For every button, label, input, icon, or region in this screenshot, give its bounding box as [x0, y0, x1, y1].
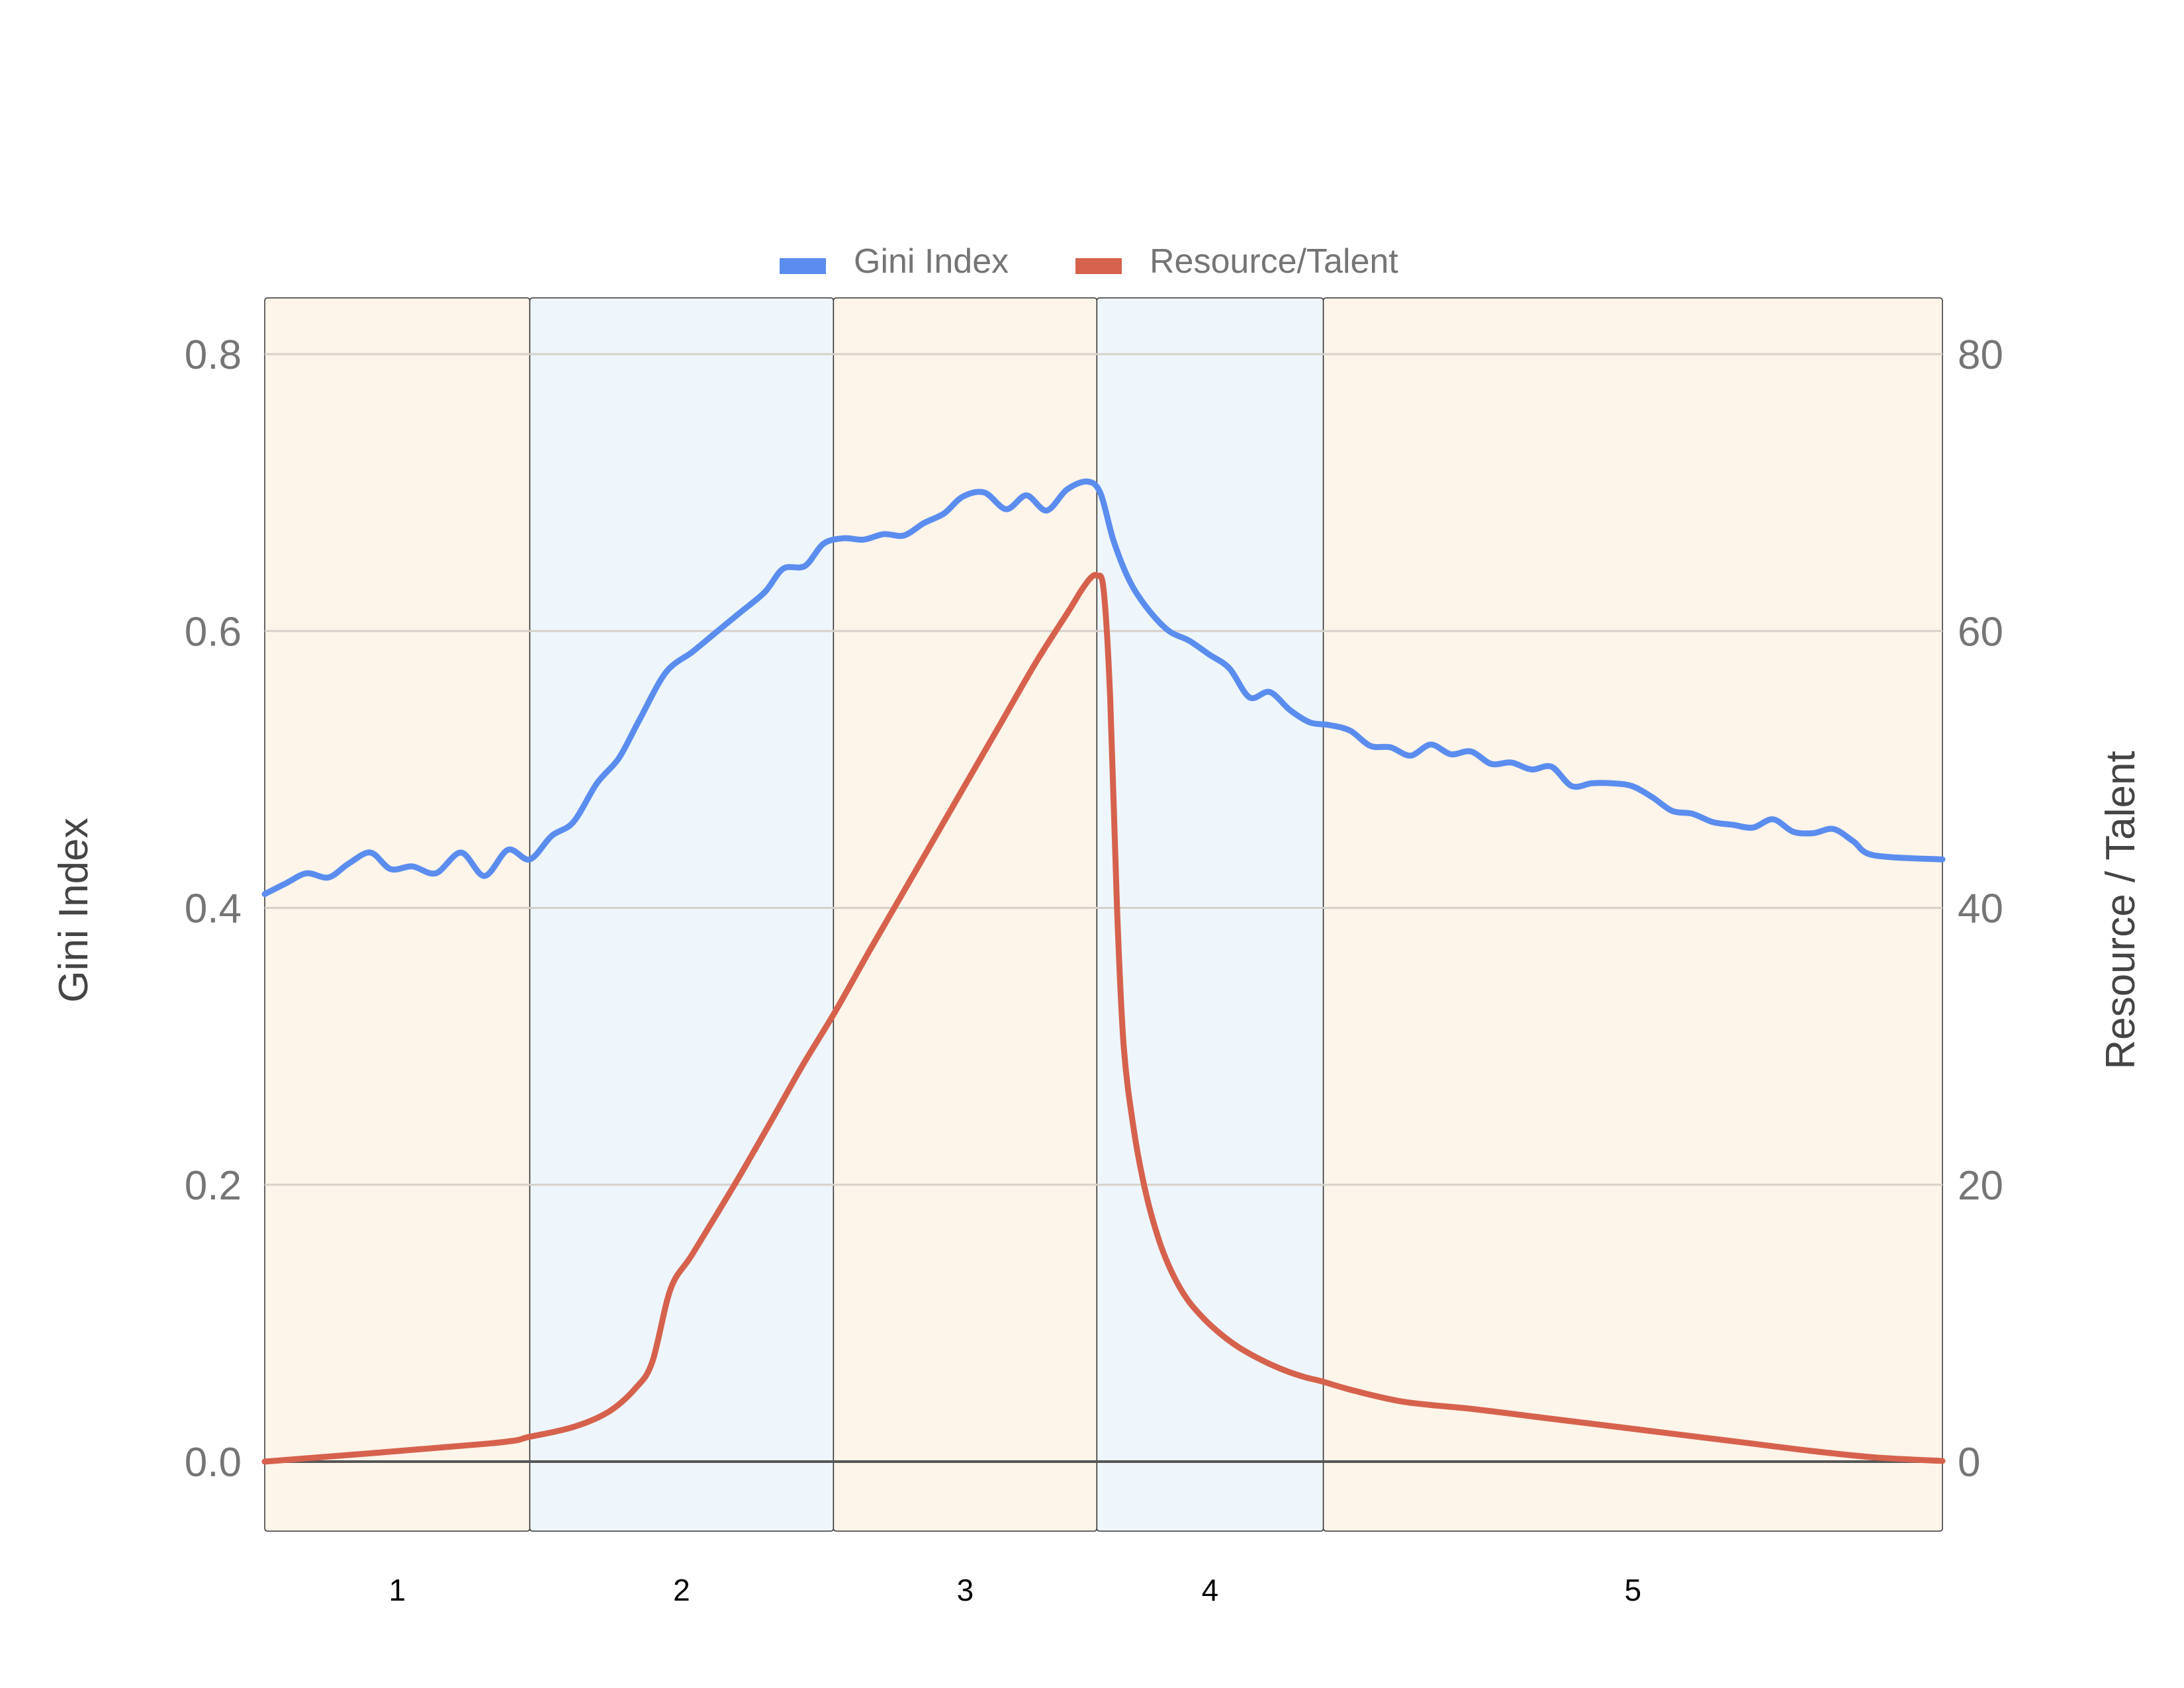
right-tick-label: 60 — [1958, 609, 2003, 655]
phase-band-4 — [1096, 297, 1324, 1532]
phase-label-3: 3 — [957, 1573, 974, 1607]
gridlines — [265, 353, 1942, 1463]
phase-band-3 — [833, 297, 1098, 1532]
phase-label-2: 2 — [673, 1573, 690, 1607]
legend-swatch-gini — [780, 258, 826, 274]
right-tick-label: 80 — [1958, 332, 2003, 378]
series-line-resource-talent — [261, 572, 1946, 1465]
series-line-gini-index — [261, 478, 1946, 898]
right-tick-label: 40 — [1958, 886, 2003, 932]
left-tick-label: 0.6 — [185, 609, 242, 655]
right-tick-label: 0 — [1958, 1440, 1980, 1485]
legend-label-gini: Gini Index — [854, 242, 1009, 281]
phase-band-2 — [529, 297, 835, 1532]
phase-labels: 1 2 3 4 5 — [388, 1573, 1641, 1607]
phase-band-5 — [1322, 297, 1943, 1532]
right-axis-title: Resource / Talent — [2098, 751, 2144, 1069]
legend: Gini Index Resource/Talent — [780, 242, 1398, 281]
phase-label-1: 1 — [388, 1573, 406, 1607]
phase-label-5: 5 — [1624, 1573, 1641, 1607]
legend-label-resource-talent: Resource/Talent — [1150, 242, 1398, 281]
left-axis-ticks: 0.0 0.2 0.4 0.6 0.8 — [185, 332, 242, 1485]
left-axis-title: Gini Index — [51, 818, 97, 1002]
phase-band-1 — [264, 297, 531, 1532]
phase-bands — [264, 297, 1943, 1532]
left-tick-label: 0.8 — [185, 332, 242, 378]
right-tick-label: 20 — [1958, 1163, 2003, 1209]
phase-label-4: 4 — [1202, 1573, 1219, 1607]
legend-swatch-resource-talent — [1075, 258, 1122, 274]
right-axis-ticks: 0 20 40 60 80 — [1958, 332, 2003, 1485]
series-lines — [261, 478, 1946, 1465]
left-tick-label: 0.4 — [185, 886, 242, 932]
left-tick-label: 0.0 — [185, 1440, 242, 1485]
left-tick-label: 0.2 — [185, 1163, 242, 1209]
